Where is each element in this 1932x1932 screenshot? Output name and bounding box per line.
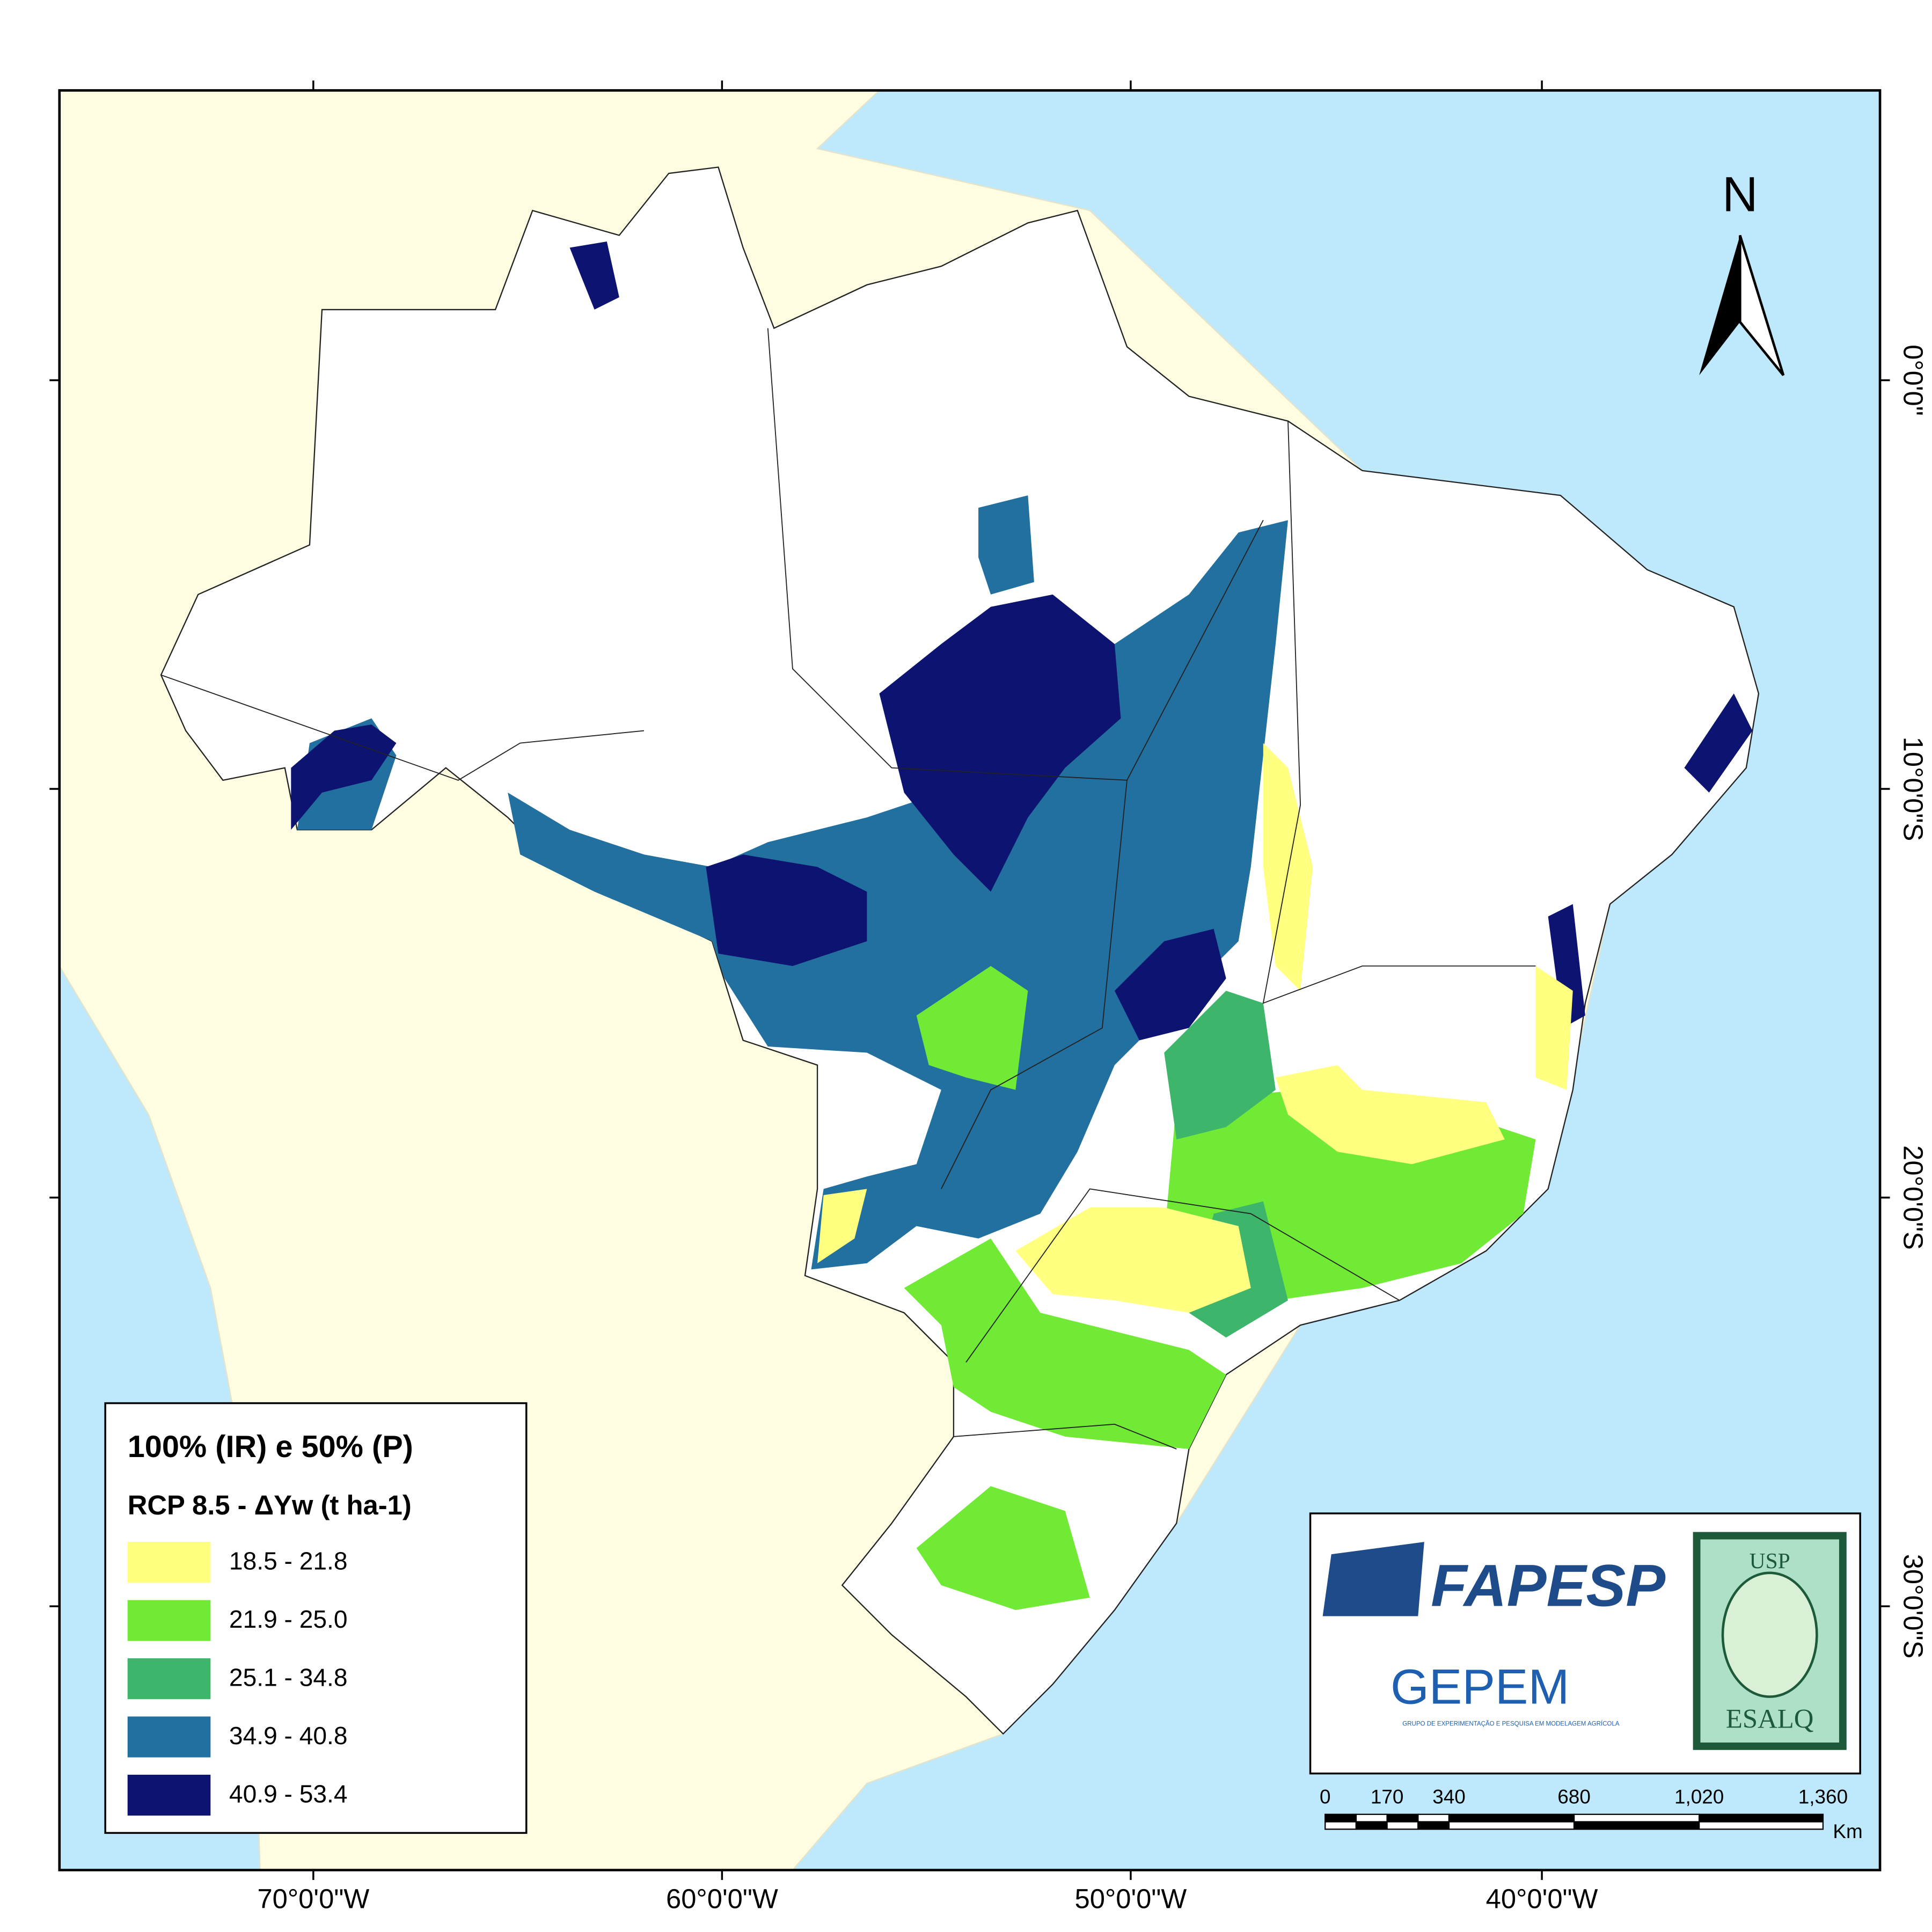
usp-logo: USP xyxy=(1750,1548,1790,1573)
legend-label: 21.9 - 25.0 xyxy=(229,1605,348,1633)
yield-patch xyxy=(1548,904,1585,1028)
north-arrow-right xyxy=(1738,235,1785,376)
scale-unit: Km xyxy=(1833,1820,1862,1842)
longitude-label: 70°0'0"W xyxy=(257,1884,369,1914)
legend-swatch xyxy=(127,1658,211,1700)
scale-label: 680 xyxy=(1557,1786,1591,1808)
latitude-label: 10°0'0"S xyxy=(1898,737,1928,841)
yield-patch xyxy=(1164,991,1276,1140)
state-border xyxy=(965,1188,1400,1363)
latitude-label: 30°0'0"S xyxy=(1898,1554,1928,1659)
state-border xyxy=(953,1423,1177,1450)
yield-patch xyxy=(817,1189,867,1263)
north-label: N xyxy=(1722,166,1758,222)
legend-label: 34.9 - 40.8 xyxy=(229,1722,348,1750)
scale-label: 340 xyxy=(1432,1786,1466,1808)
legend-label: 40.9 - 53.4 xyxy=(229,1780,348,1807)
scale-segment xyxy=(1699,1821,1824,1830)
state-border xyxy=(160,674,645,781)
legend-label: 25.1 - 34.8 xyxy=(229,1663,348,1691)
legend-swatch xyxy=(127,1600,211,1641)
latitude-label: 20°0'0"S xyxy=(1898,1145,1928,1250)
scale-label: 0 xyxy=(1320,1786,1331,1808)
yield-patch xyxy=(978,495,1034,595)
scale-segment xyxy=(1324,1821,1357,1830)
scale-segment xyxy=(1417,1813,1450,1823)
scale-segment xyxy=(1386,1813,1419,1823)
state-border xyxy=(767,328,1264,781)
longitude-label: 60°0'0"W xyxy=(666,1884,778,1914)
yield-patch xyxy=(1263,743,1313,991)
map-frame xyxy=(58,89,1882,1871)
state-border xyxy=(1262,421,1536,1004)
yield-patch xyxy=(1684,693,1753,793)
scale-bar: 0 170 340 680 1,020 1,360 Km xyxy=(1320,1786,1863,1843)
yield-patch xyxy=(904,1238,1226,1449)
scale-segment xyxy=(1417,1821,1450,1830)
scale-segment xyxy=(1448,1821,1575,1830)
fapesp-flag xyxy=(1322,1542,1424,1616)
latitude-label: 0°0'0" xyxy=(1898,345,1928,416)
scale-segment xyxy=(1386,1821,1419,1830)
scale-segment xyxy=(1448,1813,1575,1823)
yield-patch xyxy=(569,241,619,310)
scale-label: 1,360 xyxy=(1798,1786,1848,1808)
scale-segment xyxy=(1573,1813,1700,1823)
yield-patch xyxy=(879,594,1121,892)
yield-patch xyxy=(916,966,1028,1090)
gepema-subtitle: GRUPO DE EXPERIMENTAÇÃO E PESQUISA EM MO… xyxy=(1402,1720,1620,1727)
yield-patch xyxy=(1015,1208,1251,1313)
yield-patch xyxy=(916,1486,1090,1610)
longitude-label: 50°0'0"W xyxy=(1075,1884,1187,1914)
yield-patch xyxy=(291,724,397,830)
state-borders xyxy=(160,328,1536,1450)
legend-label: 18.5 - 21.8 xyxy=(229,1547,348,1575)
graticule: 70°0'0"W 60°0'0"W 50°0'0"W 40°0'0"W 0°0'0" 10… xyxy=(49,80,1928,1914)
yield-patch xyxy=(1275,1065,1505,1165)
scale-label: 170 xyxy=(1371,1786,1404,1808)
legend-swatch xyxy=(127,1774,211,1816)
legend-swatch xyxy=(127,1716,211,1758)
gepema-logo: GEPEM xyxy=(1391,1658,1569,1714)
esalq-emblem xyxy=(1721,1571,1818,1698)
legend-title: 100% (IR) e 50% (P) xyxy=(128,1430,413,1464)
yield-patch xyxy=(706,854,867,966)
yield-patch xyxy=(1114,928,1226,1041)
scale-segment xyxy=(1355,1813,1388,1823)
yield-patch xyxy=(1535,966,1573,1090)
scale-segment xyxy=(1699,1813,1824,1823)
scale-segment xyxy=(1355,1821,1388,1830)
logos: FAPESP GEPEM GRUPO DE EXPERIMENTAÇÃO E P… xyxy=(1309,1512,1861,1775)
scale-label: 1,020 xyxy=(1674,1786,1724,1808)
longitude-label: 40°0'0"W xyxy=(1486,1884,1598,1914)
yield-classes xyxy=(291,241,1753,1610)
legend-subtitle: RCP 8.5 - ΔYw (t ha-1) xyxy=(128,1490,412,1520)
esalq-logo: ESALQ xyxy=(1726,1703,1814,1733)
fapesp-logo: FAPESP xyxy=(1431,1553,1666,1619)
legend: 100% (IR) e 50% (P) RCP 8.5 - ΔYw (t ha-… xyxy=(104,1402,528,1834)
legend-swatch xyxy=(127,1542,211,1583)
scale-segment xyxy=(1573,1821,1700,1830)
scale-segment xyxy=(1324,1813,1357,1823)
state-border xyxy=(941,780,1128,1189)
